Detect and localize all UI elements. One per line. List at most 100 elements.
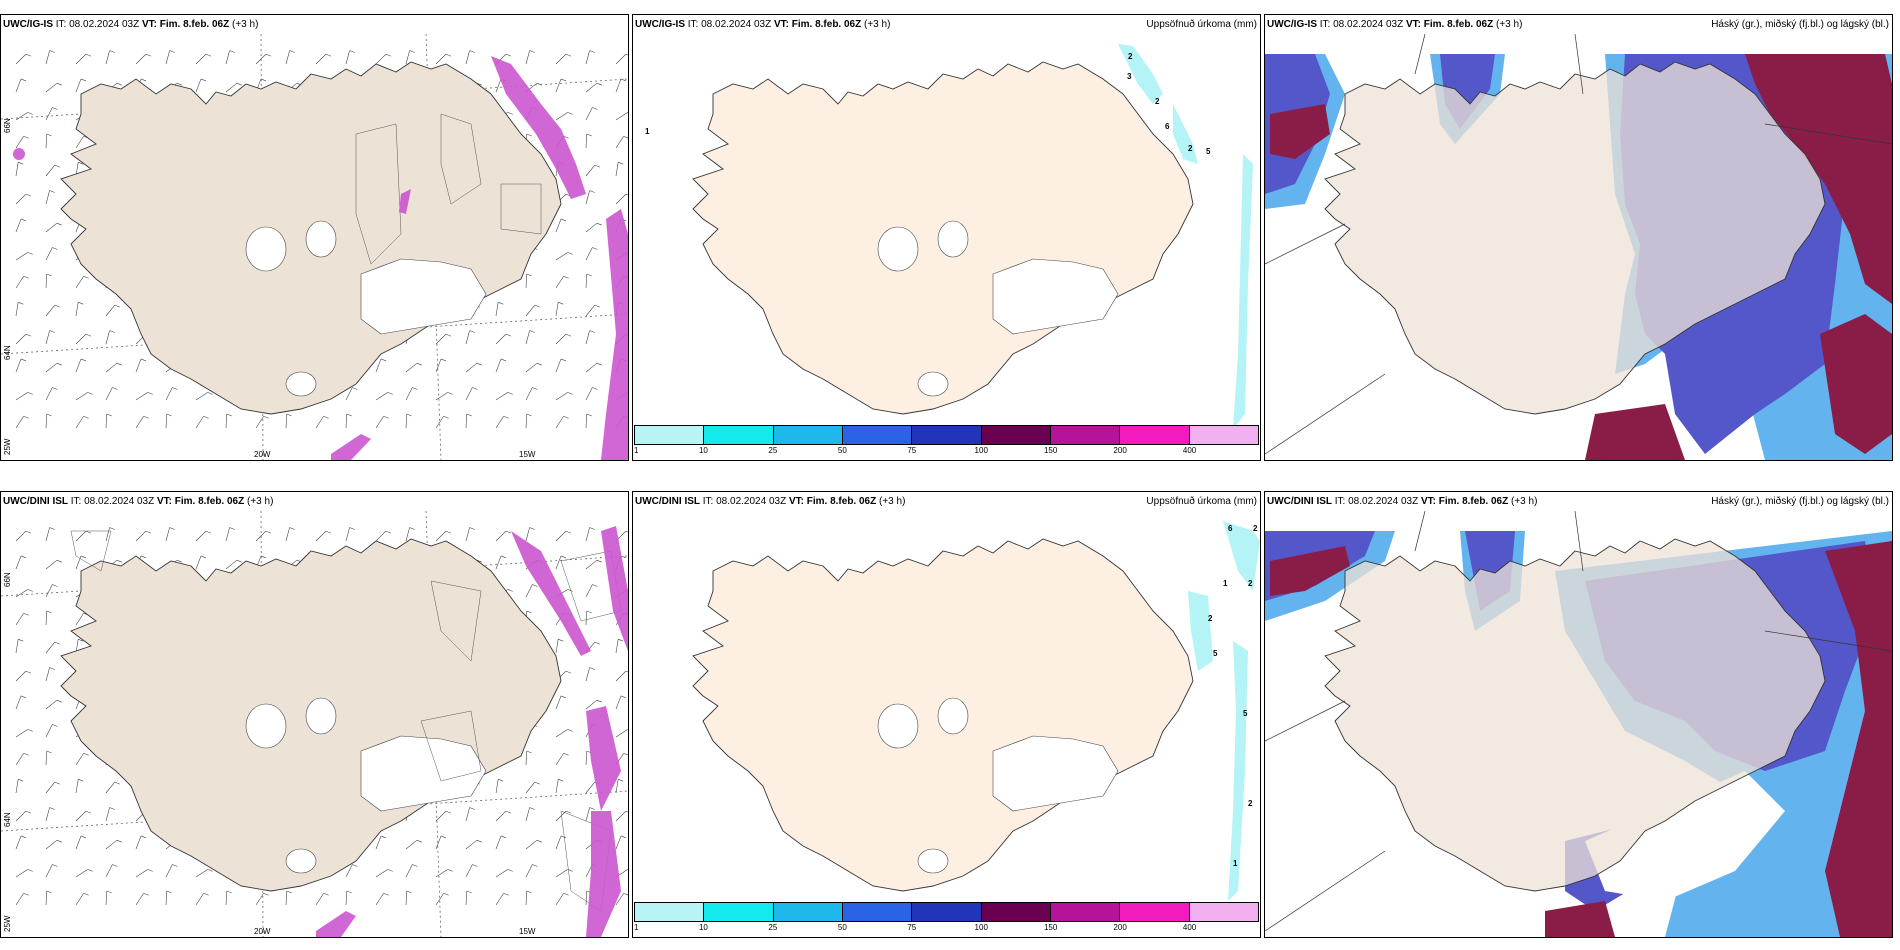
it-label: IT: <box>70 496 82 507</box>
wind-barb-flag <box>469 50 475 53</box>
wind-barb <box>435 53 447 65</box>
wind-barb-flag <box>114 304 120 308</box>
wind-barb <box>375 530 387 542</box>
colorbar-label: 100 <box>974 923 988 932</box>
wind-barb-flag <box>109 50 115 53</box>
wind-barb-flag <box>409 50 415 53</box>
wind-barb-flag <box>145 53 152 57</box>
wind-barb-flag <box>447 869 453 872</box>
wind-barb-flag <box>169 50 175 53</box>
wind-barb-flag <box>563 892 569 896</box>
wind-barb <box>375 392 388 401</box>
wind-barb-flag <box>349 527 355 530</box>
wind-barb <box>105 50 110 65</box>
wind-barb-flag <box>560 695 567 699</box>
colorbar-swatches <box>634 425 1259 445</box>
wind-barb-flag <box>620 78 627 82</box>
wind-barb-flag <box>565 333 572 337</box>
precip-value-label: 2 <box>1253 524 1258 533</box>
wind-barb <box>15 162 19 177</box>
wind-barb <box>105 330 110 345</box>
colorbar-swatch <box>635 903 705 921</box>
wind-barb-flag <box>532 387 538 390</box>
wind-barb <box>375 53 387 65</box>
iceland-land <box>1324 538 1826 892</box>
wind-barb <box>525 304 536 317</box>
colorbar-swatch <box>912 426 982 444</box>
wind-barb <box>45 699 58 710</box>
wind-barb-flag <box>623 752 628 756</box>
colorbar-swatch <box>773 903 843 921</box>
wind-barb <box>15 276 24 289</box>
wind-barb <box>15 53 27 65</box>
wind-barb-flag <box>147 869 153 872</box>
wind-barb <box>525 387 533 401</box>
wind-map-svg <box>1 34 628 460</box>
wind-barb-flag <box>589 527 595 530</box>
wind-barb-flag <box>346 890 352 894</box>
wind-barb-flag <box>49 330 55 333</box>
wind-barb-flag <box>236 559 242 563</box>
wind-barb <box>435 835 442 850</box>
wind-barb <box>555 53 567 65</box>
wind-barb-flag <box>143 892 149 896</box>
wind-barb <box>525 50 530 65</box>
wind-barb <box>375 893 384 906</box>
wind-barb-flag <box>507 112 513 115</box>
wind-barb-flag <box>526 610 532 614</box>
wind-barb <box>285 891 288 906</box>
vt-value: Fim. 8.feb. 06Z <box>806 496 877 507</box>
wind-barb-flag <box>596 559 602 563</box>
wind-barb-flag <box>265 53 272 57</box>
precip-map: 6 2 1 2 2 5 5 2 1 <box>633 511 1260 902</box>
wind-barb-flag <box>534 781 540 785</box>
wind-barb-flag <box>140 78 147 82</box>
wind-barb-flag <box>592 107 598 110</box>
wind-barb-flag <box>52 864 58 867</box>
wind-barb <box>225 50 230 65</box>
wind-barb <box>195 392 208 401</box>
wind-barb-flag <box>83 415 89 419</box>
colorbar-label: 75 <box>907 923 917 932</box>
wind-barb <box>615 136 624 149</box>
wind-barb <box>45 330 50 345</box>
wind-barb-flag <box>286 413 292 417</box>
colorbar-label: 100 <box>974 446 988 455</box>
wind-barb <box>75 416 84 429</box>
wind-barb-flag <box>563 275 569 279</box>
wind-barb-flag <box>440 358 447 362</box>
wind-barb-flag <box>594 641 600 645</box>
colorbar-label: 200 <box>1113 446 1127 455</box>
wind-barb <box>45 362 58 373</box>
wind-barb <box>45 751 48 766</box>
wind-barb-flag <box>560 218 567 222</box>
wind-barb <box>585 781 596 794</box>
wind-barb <box>585 387 593 401</box>
wind-barb <box>555 252 568 261</box>
wind-barb <box>165 891 168 906</box>
wind-barb <box>15 639 19 654</box>
wind-barb <box>105 387 113 401</box>
wind-barb-flag <box>203 892 209 896</box>
lead-time: (+3 h) <box>247 496 274 507</box>
wind-barb-flag <box>567 392 573 395</box>
wind-barb <box>525 330 530 345</box>
wind-barb <box>465 891 468 906</box>
wind-barb <box>525 274 528 289</box>
wind-barb-flag <box>265 530 272 534</box>
wind-barb-flag <box>445 530 452 534</box>
wind-barb-flag <box>52 247 58 250</box>
wind-barb-flag <box>385 53 392 57</box>
wind-barb-flag <box>46 133 52 137</box>
precip-map-svg: 6 2 1 2 2 5 5 2 1 <box>692 521 1260 901</box>
wind-barb <box>495 333 507 345</box>
wind-barb-flag <box>447 392 453 395</box>
wind-barb <box>465 387 473 401</box>
wind-barb <box>555 869 568 878</box>
wind-barb <box>495 869 508 878</box>
wind-barb <box>15 218 22 233</box>
wind-barb-flag <box>54 164 60 168</box>
wind-barb <box>45 724 53 738</box>
wind-barb-flag <box>586 610 592 614</box>
wind-barb-flag <box>592 584 598 587</box>
